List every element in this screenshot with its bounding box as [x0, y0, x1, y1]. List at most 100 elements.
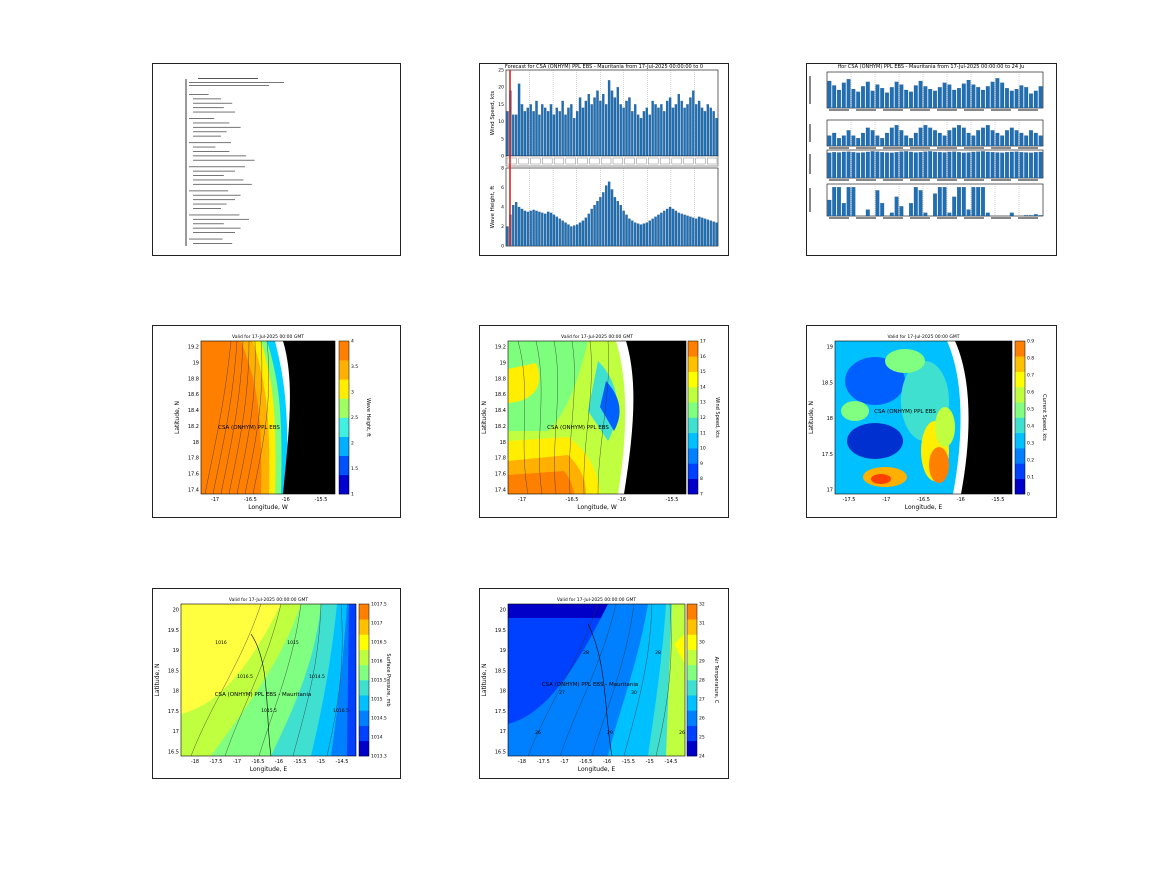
colorbar-tick-label: 11: [700, 430, 706, 436]
bar: [674, 210, 678, 247]
bar: [947, 84, 952, 109]
report-text-line: [193, 232, 235, 233]
bar: [663, 210, 666, 247]
time-axis-label: [964, 147, 984, 149]
bar: [942, 152, 947, 179]
colorbar-segment: [1015, 478, 1025, 495]
bar: [654, 216, 657, 247]
bar: [1019, 152, 1024, 179]
direction-box: [530, 157, 541, 165]
map-title: Valid for 17-Jul-2025 00:00 GMT: [561, 334, 633, 340]
temperature-map-thumbnail[interactable]: 26 27 28 29 30 28 26 CSA (ONHYM) PPL EBS - Maur…: [479, 588, 729, 779]
bar: [549, 104, 553, 157]
colorbar-tick-label: 1016.5: [371, 640, 387, 646]
bar: [961, 83, 966, 109]
contour-line: [258, 603, 302, 757]
x-axis-label: Longitude, E: [905, 504, 943, 511]
bar: [654, 104, 657, 157]
bar: [933, 130, 937, 147]
current-blob: [871, 474, 891, 484]
bar: [549, 212, 553, 247]
y-axis-label: Latitude, N: [481, 664, 488, 697]
y-axis-label: Wave Height, ft: [490, 185, 496, 228]
bar: [942, 187, 947, 217]
bar: [875, 84, 880, 109]
contour-label: 27: [559, 690, 565, 696]
bar: [976, 151, 981, 179]
direction-box: [506, 157, 517, 165]
report-thumbnail[interactable]: [152, 63, 401, 256]
colorbar-tick-label: 4: [351, 339, 354, 345]
bar: [561, 220, 564, 247]
bar: [529, 210, 532, 247]
colorbar-tick-label: 9: [700, 461, 703, 467]
bar: [593, 204, 596, 247]
wave-height-map: CSA (ONHYM) PPL EBS -17 -16.5 -16 -15.5 17.4 1…: [174, 334, 371, 511]
ytick-label: 18.4: [188, 408, 199, 414]
bar: [933, 151, 937, 179]
colorbar-segment: [688, 448, 698, 464]
multi-param-timeseries-thumbnail[interactable]: ffor CSA (ONHYM) PPL EBS - Mauritania fr…: [806, 63, 1057, 256]
colorbar-segment: [359, 710, 369, 726]
bar: [578, 222, 582, 247]
colorbar-segment: [339, 398, 349, 418]
current-blob: [845, 357, 905, 405]
ytick-label: 17: [827, 488, 833, 494]
bar: [544, 213, 547, 247]
report-text-line: [193, 135, 221, 137]
bar: [937, 132, 942, 147]
colorbar-segment: [687, 649, 697, 666]
xtick-label: -15.5: [622, 759, 635, 765]
wave-map-thumbnail[interactable]: CSA (ONHYM) PPL EBS -17 -16.5 -16 -15.5 17.4 1…: [152, 325, 401, 518]
time-axis-label: [991, 109, 1011, 111]
colorbar-tick-label: 2.5: [351, 415, 358, 421]
pressure-map-thumbnail[interactable]: 1016 1016.5 1015.5 1015 1014.5 1016.5 CSA (ONH…: [152, 588, 401, 779]
bar: [856, 138, 861, 147]
bar: [995, 78, 1000, 109]
ytick-label: 16.5: [168, 750, 179, 756]
colorbar-tick-label: 2: [351, 441, 354, 447]
colorbar-segment: [687, 634, 697, 650]
bar: [616, 87, 619, 157]
ytick-label: 18: [827, 416, 833, 422]
bar: [861, 86, 865, 109]
bar: [861, 132, 865, 147]
bar: [928, 151, 933, 179]
bar: [651, 218, 654, 247]
contour-line: [517, 340, 529, 495]
bar: [952, 89, 957, 109]
bar: [937, 187, 942, 217]
wind-wave-timeseries-thumbnail[interactable]: Forecast for CSA (ONHYM) PPL EBS - Mauri…: [479, 63, 729, 256]
bar: [966, 80, 971, 109]
time-axis-label: [1018, 147, 1038, 149]
bar: [865, 151, 870, 179]
bar: [512, 204, 515, 247]
wind-field: [508, 471, 574, 494]
bar: [700, 217, 704, 247]
bar: [1029, 93, 1033, 109]
ytick-label: 18.6: [188, 392, 199, 398]
report-header-line: [189, 82, 284, 83]
bar: [985, 125, 990, 147]
colorbar-tick-label: 26: [699, 716, 705, 722]
colorbar-segment: [1015, 448, 1025, 464]
current-map-thumbnail[interactable]: CSA (ONHYM) PPL EBS -17.5 -17 -16.5 -16 -15.5…: [806, 325, 1057, 518]
colorbar-tick-label: 1017: [371, 621, 383, 627]
bar: [846, 130, 851, 147]
bar: [1009, 212, 1014, 217]
report-text-line: [193, 155, 247, 157]
report-text-line: [193, 208, 221, 209]
bar: [686, 104, 689, 157]
bar: [514, 114, 518, 157]
ytick-label: 18.4: [495, 408, 506, 414]
report-text-line: [193, 107, 224, 109]
bar: [660, 104, 663, 157]
wind-map-thumbnail[interactable]: CSA (ONHYM) PPL EBS -17 -16.5 -16 -15.5 17.4 1…: [479, 325, 729, 518]
time-axis-label: [829, 109, 849, 111]
bar: [1009, 151, 1014, 179]
contour-line: [236, 340, 256, 495]
bar: [584, 217, 588, 247]
contour-line: [292, 603, 322, 757]
bar: [555, 107, 559, 157]
bar: [1038, 151, 1043, 179]
